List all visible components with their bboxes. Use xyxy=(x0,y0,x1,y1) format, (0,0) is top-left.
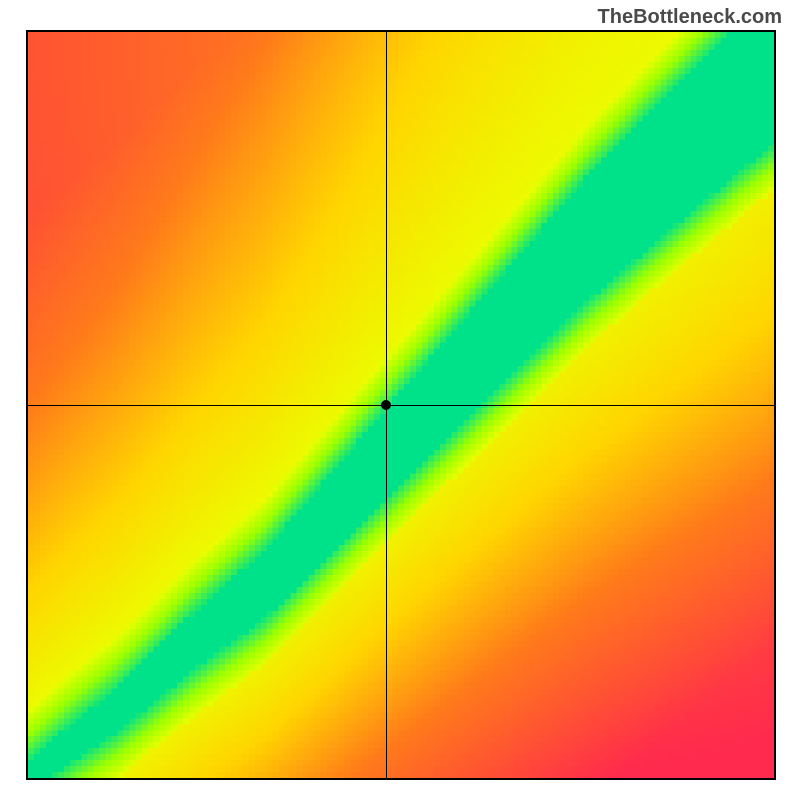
heatmap-plot-area xyxy=(26,30,776,780)
watermark-text: TheBottleneck.com xyxy=(598,6,782,29)
crosshair-horizontal xyxy=(28,405,774,406)
data-point-marker xyxy=(381,400,391,410)
